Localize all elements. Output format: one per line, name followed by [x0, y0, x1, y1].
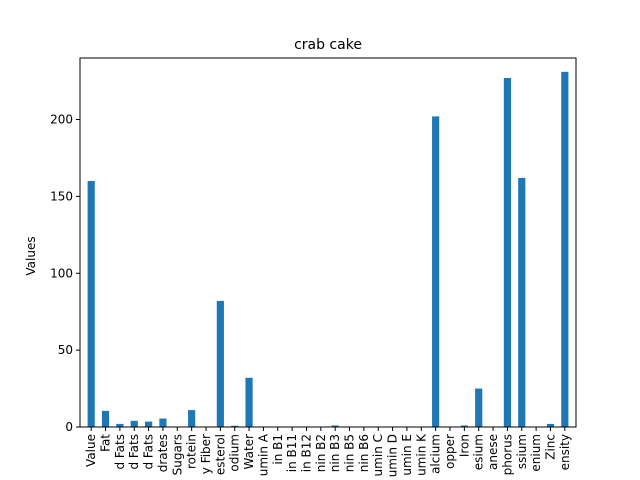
x-tick-label: Fat [99, 434, 113, 452]
bar [145, 421, 153, 427]
x-tick-label: umin A [256, 433, 270, 476]
x-tick-label: drates [156, 434, 170, 472]
bar [130, 420, 138, 427]
bar [518, 177, 526, 427]
y-tick-label: 50 [58, 343, 73, 357]
bar [216, 300, 224, 427]
x-tick-label: Iron [457, 434, 471, 457]
x-tick-label: ssium [515, 434, 529, 469]
x-tick-label: opper [443, 434, 457, 469]
bar [475, 388, 483, 427]
x-tick-label: alcium [429, 434, 443, 474]
x-tick-label: nin B3 [328, 434, 342, 472]
x-tick-label: umin E [400, 434, 414, 476]
x-tick-label: nin B5 [343, 434, 357, 472]
y-tick-label: 100 [50, 266, 73, 280]
bar [432, 116, 440, 428]
x-tick-label: Water [242, 434, 256, 470]
bars-group [87, 71, 569, 428]
plot-frame [79, 57, 577, 428]
x-tick-label: nin B2 [314, 434, 328, 472]
x-tick-label: umin K [414, 433, 428, 476]
x-tick-label: umin C [371, 434, 385, 476]
bar [231, 425, 239, 427]
bar [561, 71, 569, 427]
x-tick-label: in B1 [271, 434, 285, 465]
x-tick-label: odium [228, 434, 242, 472]
bar [101, 410, 110, 427]
chart-title: crab cake [294, 37, 362, 53]
x-tick-label: in B11 [285, 434, 299, 472]
y-tick-label: 150 [50, 189, 73, 203]
x-tick-label: in B12 [299, 434, 313, 472]
x-tick-label: rotein [185, 434, 199, 469]
x-tick-label: ensity [558, 434, 572, 470]
x-tick-label: d Fats [127, 434, 141, 470]
x-tick-label: phorus [500, 434, 514, 475]
bar [159, 418, 167, 427]
bar [460, 425, 468, 427]
x-tick-label: Value [84, 434, 98, 467]
bar [546, 423, 555, 427]
bar [87, 181, 95, 427]
x-tick-label: Sugars [170, 434, 184, 475]
x-tick-label: y Fiber [199, 434, 213, 474]
y-tick-label: 0 [65, 420, 73, 434]
bar [245, 377, 253, 427]
y-tick-label: 200 [50, 113, 73, 127]
x-tick-label: Zinc [543, 434, 557, 460]
x-tick-label: nin B6 [357, 434, 371, 472]
bar [503, 77, 511, 428]
y-axis-label: Values [24, 236, 38, 275]
x-tick-label: umin D [386, 434, 400, 477]
x-tick-label: anese [486, 434, 500, 470]
x-tick-label: d Fats [142, 434, 156, 470]
bar [331, 425, 339, 427]
x-ticks-group: Value Fat d Fats d Fats d Fats drates Sugars ro… [84, 427, 572, 477]
x-tick-label: esterol [213, 434, 227, 475]
x-tick-label: enium [529, 434, 543, 472]
bar [188, 410, 196, 427]
x-tick-label: esium [472, 434, 486, 470]
x-tick-label: d Fats [113, 434, 127, 470]
y-ticks-group: 0 50 100 150 200 [50, 113, 80, 434]
bar [116, 423, 124, 427]
